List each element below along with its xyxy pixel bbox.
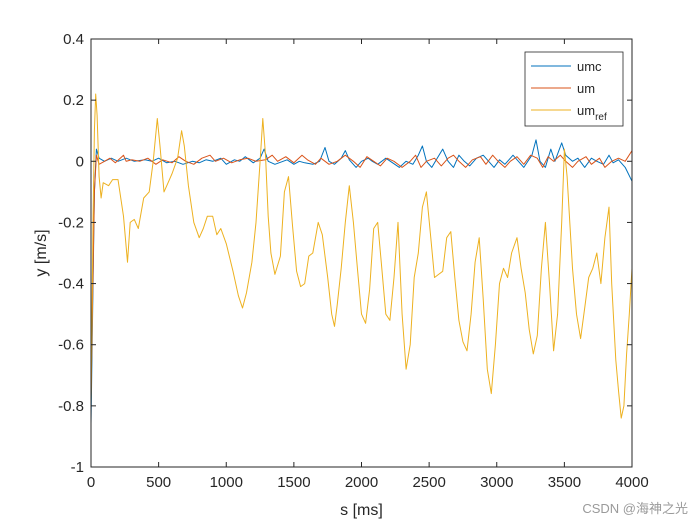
series-line-umc	[90, 139, 633, 425]
legend-box	[524, 51, 624, 127]
x-tick-label: 2000	[345, 474, 378, 491]
y-tick-label: 0	[76, 153, 84, 170]
series-layer	[90, 93, 633, 425]
y-tick-label: -0.2	[58, 214, 84, 231]
y-tick-label: 0.2	[63, 92, 84, 109]
y-tick-label: -1	[71, 459, 84, 476]
x-tick-label: 1500	[277, 474, 310, 491]
x-tick-label: 1000	[210, 474, 243, 491]
watermark-text: CSDN @海神之光	[582, 501, 688, 516]
x-axis-label: s [ms]	[340, 502, 383, 519]
x-tick-label: 4000	[615, 474, 648, 491]
legend-label-umc: umc	[577, 59, 602, 74]
series-line-um	[90, 150, 633, 400]
y-tick-label: -0.4	[58, 276, 84, 293]
y-tick-label: -0.6	[58, 337, 84, 354]
y-tick-label: 0.4	[63, 31, 84, 48]
y-axis-label: y [m/s]	[33, 229, 50, 276]
x-tick-label: 0	[87, 474, 95, 491]
y-tick-label: -0.8	[58, 398, 84, 415]
x-tick-label: 500	[146, 474, 171, 491]
legend-label-subscript: ref	[595, 112, 607, 123]
ticks-layer: 0 500 1000 1500 2000 2500 3000 3500 4000 -1 -0.8 -0…	[58, 31, 649, 491]
x-tick-label: 3000	[480, 474, 513, 491]
x-tick-label: 3500	[548, 474, 581, 491]
series-line-um-ref	[90, 93, 633, 419]
x-tick-label: 2500	[412, 474, 445, 491]
legend-label-um: um	[577, 81, 595, 96]
